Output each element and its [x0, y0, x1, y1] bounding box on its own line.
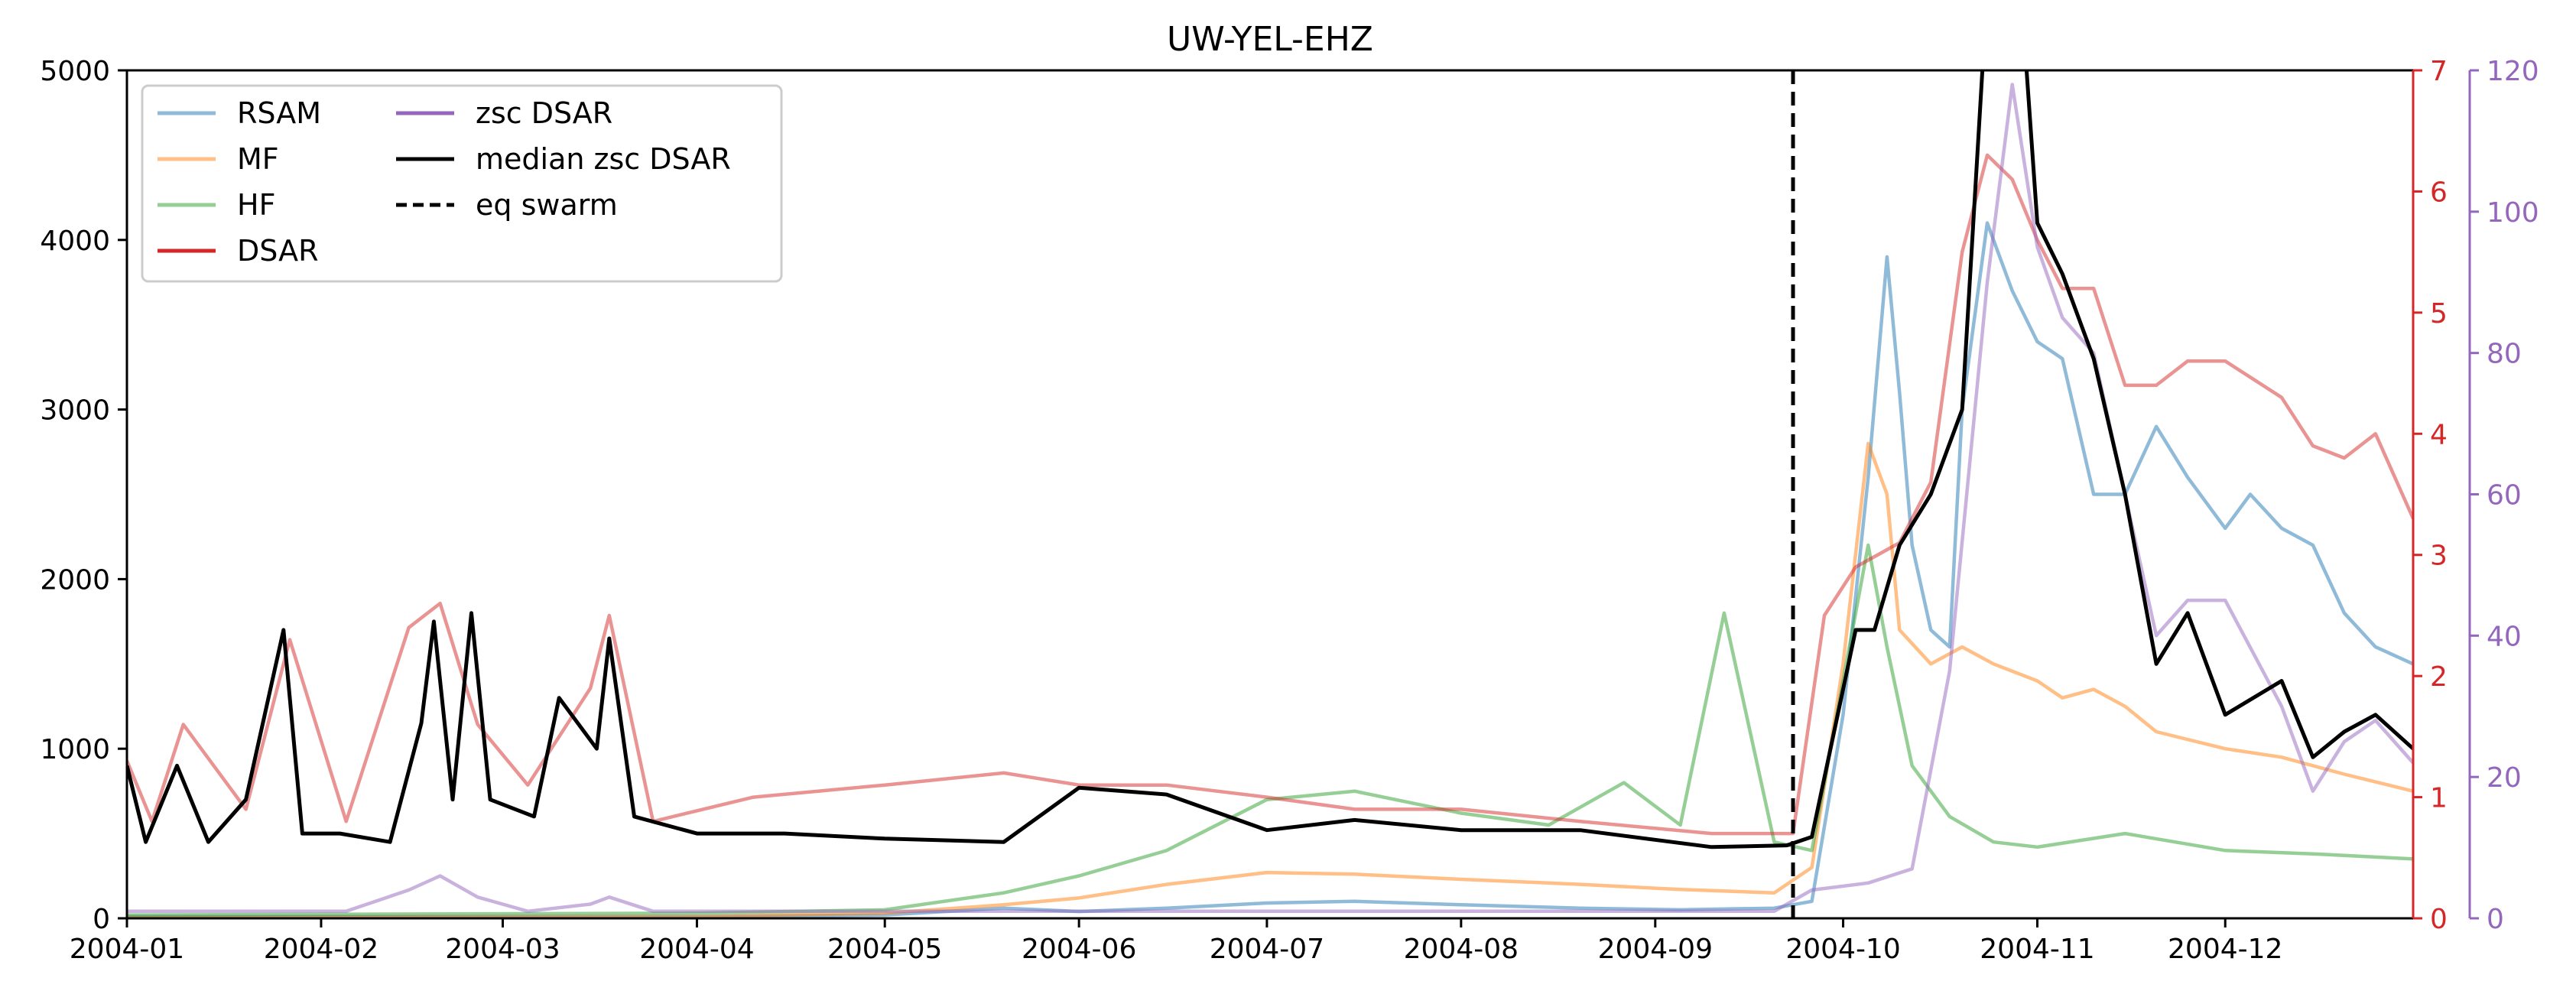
x-tick-label: 2004-07 — [1210, 934, 1324, 965]
left-y-tick-label: 5000 — [40, 56, 110, 87]
x-tick-label: 2004-08 — [1404, 934, 1519, 965]
right-zsc-tick-label: 20 — [2487, 762, 2522, 794]
x-tick-label: 2004-12 — [2168, 934, 2282, 965]
x-tick-label: 2004-06 — [1022, 934, 1136, 965]
legend-label: zsc DSAR — [476, 96, 612, 130]
series-line-hf — [127, 543, 2413, 917]
x-tick-label: 2004-11 — [1980, 934, 2094, 965]
right-zsc-tick-label: 80 — [2487, 339, 2522, 370]
right-zsc-tick-label: 60 — [2487, 480, 2522, 512]
legend-label: DSAR — [237, 234, 319, 268]
right-dsar-tick-label: 6 — [2430, 177, 2448, 208]
right-dsar-tick-label: 5 — [2430, 298, 2448, 330]
series-line-median-zsc-dsar — [127, 70, 2413, 849]
left-y-tick-label: 4000 — [40, 226, 110, 257]
series-line-dsar — [127, 153, 2413, 836]
series-line-zsc-dsar — [127, 83, 2413, 914]
x-tick-label: 2004-10 — [1785, 934, 1900, 965]
legend: RSAM MF HF DSAR zsc DSAR median zsc DSAR eq sw… — [141, 84, 783, 283]
x-tick-label: 2004-05 — [827, 934, 942, 965]
x-tick-label: 2004-01 — [70, 934, 184, 965]
series-layer — [127, 70, 2413, 918]
right-dsar-tick-label: 1 — [2430, 783, 2448, 814]
left-y-tick-label: 0 — [93, 904, 110, 935]
legend-label: RSAM — [237, 96, 321, 130]
right-dsar-tick-label: 3 — [2430, 541, 2448, 572]
legend-label: MF — [237, 142, 279, 176]
left-y-tick-label: 3000 — [40, 395, 110, 427]
right-zsc-tick-label: 100 — [2487, 197, 2539, 229]
right-dsar-tick-label: 7 — [2430, 56, 2448, 87]
right-dsar-tick-label: 0 — [2430, 904, 2448, 935]
x-tick-label: 2004-09 — [1598, 934, 1713, 965]
x-tick-label: 2004-03 — [445, 934, 560, 965]
axes-layer: 2004-01 2004-02 2004-03 2004-04 2004-05 2004-… — [40, 56, 2539, 965]
legend-label: HF — [237, 188, 275, 222]
right-zsc-tick-label: 40 — [2487, 621, 2522, 652]
legend-box — [141, 84, 783, 283]
legend-label: median zsc DSAR — [476, 142, 731, 176]
left-y-tick-label: 2000 — [40, 564, 110, 596]
right-dsar-tick-label: 2 — [2430, 661, 2448, 693]
right-zsc-tick-label: 0 — [2487, 904, 2504, 935]
x-tick-label: 2004-02 — [264, 934, 378, 965]
legend-label: eq swarm — [476, 188, 618, 222]
series-line-mf — [127, 441, 2413, 918]
right-dsar-tick-label: 4 — [2430, 419, 2448, 450]
left-y-tick-label: 1000 — [40, 734, 110, 765]
x-tick-label: 2004-04 — [639, 934, 754, 965]
right-zsc-tick-label: 120 — [2487, 56, 2539, 87]
chart-title: UW-YEL-EHZ — [1167, 20, 1373, 59]
